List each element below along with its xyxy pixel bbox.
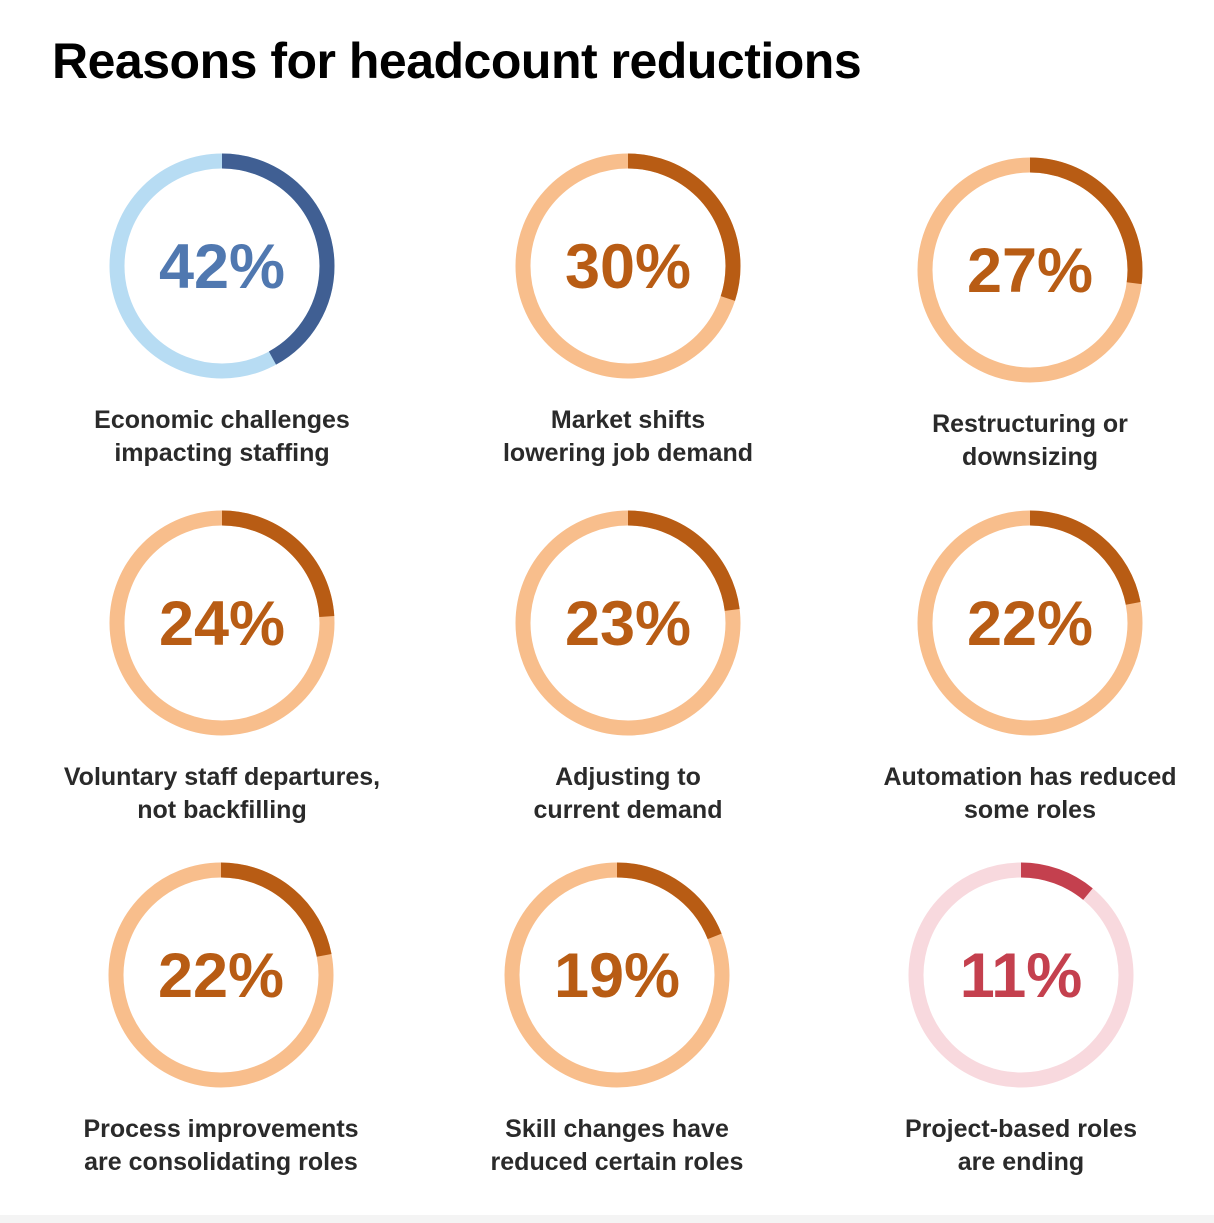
ring-value-arc	[515, 153, 741, 379]
percentage-label: 27%	[967, 236, 1093, 306]
caption-line: are consolidating roles	[84, 1148, 358, 1176]
ring-svg: 42%	[109, 153, 335, 379]
ring-svg: 27%	[917, 157, 1143, 383]
percentage-label: 30%	[565, 232, 691, 302]
ring-chart: 11% Project-based roles are ending	[901, 855, 1141, 1179]
caption-line: not backfilling	[137, 796, 307, 824]
ring-value-arc	[504, 862, 730, 1088]
ring-caption: Automation has reduced some roles	[860, 761, 1200, 827]
ring-chart: 30% Market shifts lowering job demand	[503, 146, 753, 470]
ring-caption: Restructuring or downsizing	[860, 408, 1200, 474]
ring-svg: 22%	[917, 510, 1143, 736]
caption-line: reduced certain roles	[490, 1148, 744, 1176]
ring-value-arc	[917, 510, 1143, 736]
ring-value-arc	[109, 153, 335, 379]
percentage-label: 11%	[960, 941, 1083, 1011]
ring-caption: Project-based roles are ending	[851, 1113, 1191, 1179]
ring-svg: 24%	[109, 510, 335, 736]
ring-svg: 23%	[515, 510, 741, 736]
page-title: Reasons for headcount reductions	[52, 33, 862, 89]
ring-value-arc	[515, 510, 741, 736]
ring-svg: 22%	[108, 862, 334, 1088]
caption-line: downsizing	[961, 443, 1099, 471]
percentage-label: 23%	[565, 589, 691, 659]
caption-line: Adjusting to	[555, 763, 701, 791]
percentage-label: 19%	[554, 941, 680, 1011]
ring-caption: Voluntary staff departures, not backfilli…	[52, 761, 392, 827]
percentage-label: 24%	[159, 589, 285, 659]
ring-value-arc	[108, 862, 334, 1088]
ring-value-arc	[917, 157, 1143, 383]
caption-line: Restructuring or	[932, 410, 1128, 438]
percentage-label: 22%	[158, 941, 284, 1011]
caption-line: Skill changes have	[505, 1115, 729, 1143]
ring-chart: 19% Skill changes have reduced certain rol…	[491, 855, 743, 1179]
caption-line: Voluntary staff departures,	[63, 763, 381, 791]
ring-svg: 19%	[504, 862, 730, 1088]
caption-line: impacting staffing	[114, 439, 330, 467]
ring-value-arc	[109, 510, 335, 736]
ring-chart: 22% Process improvements are consolidating…	[83, 855, 359, 1179]
caption-line: lowering job demand	[502, 439, 753, 467]
ring-caption: Process improvements are consolidating ro…	[51, 1113, 391, 1179]
caption-line: Process improvements	[83, 1115, 359, 1143]
ring-chart: 42% Economic challenges impacting staffing	[94, 146, 350, 470]
percentage-label: 22%	[967, 589, 1093, 659]
ring-chart: 23% Adjusting to current demand	[508, 503, 748, 827]
caption-line: some roles	[963, 796, 1096, 824]
ring-svg: 30%	[515, 153, 741, 379]
ring-chart: 24% Voluntary staff departures, not backfi…	[64, 503, 380, 827]
ring-caption: Skill changes have reduced certain roles	[447, 1113, 787, 1179]
caption-line: Economic challenges	[94, 406, 350, 434]
ring-caption: Market shifts lowering job demand	[458, 404, 798, 470]
bottom-divider	[0, 1215, 1214, 1223]
ring-chart: 22% Automation has reduced some roles	[883, 503, 1177, 827]
ring-caption: Economic challenges impacting staffing	[52, 404, 392, 470]
caption-line: Project-based roles	[904, 1115, 1138, 1143]
ring-chart: 27% Restructuring or downsizing	[910, 150, 1150, 474]
percentage-label: 42%	[159, 232, 285, 302]
ring-value-arc	[908, 862, 1134, 1088]
caption-line: Market shifts	[550, 406, 706, 434]
ring-caption: Adjusting to current demand	[458, 761, 798, 827]
ring-svg: 11%	[908, 862, 1134, 1088]
caption-line: Automation has reduced	[883, 763, 1177, 791]
caption-line: current demand	[533, 796, 723, 824]
caption-line: are ending	[957, 1148, 1085, 1176]
